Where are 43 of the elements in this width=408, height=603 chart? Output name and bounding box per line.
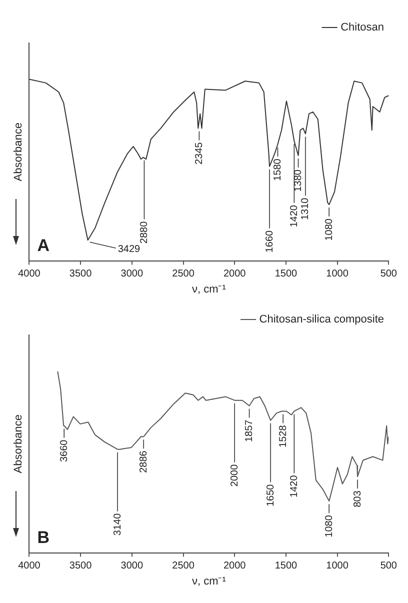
annotation: 1857 xyxy=(244,419,256,442)
annotation: 1380 xyxy=(293,169,304,192)
annotation: 1660 xyxy=(264,230,276,253)
annotation: 3140 xyxy=(112,512,124,536)
x-tick-label: 4000 xyxy=(18,560,41,572)
y-axis-title: Absorbance xyxy=(12,414,25,474)
legend-label: Chitosan xyxy=(340,22,384,34)
x-tick-label: 500 xyxy=(380,560,398,572)
annotation: 1080 xyxy=(324,514,335,538)
annotation: B xyxy=(37,528,50,547)
x-tick-label: 4000 xyxy=(18,268,41,280)
annotation: 1310 xyxy=(300,197,312,220)
annotation: 3429 xyxy=(118,244,141,255)
annotation: 1580 xyxy=(272,158,284,181)
x-tick-label: 3000 xyxy=(120,560,144,572)
annotation: 1080 xyxy=(324,218,335,241)
x-tick-label: 3500 xyxy=(69,560,92,572)
annotation: 1420 xyxy=(288,474,300,498)
x-tick-label: 2000 xyxy=(223,560,246,572)
x-axis-title: ν, cm⁻¹ xyxy=(192,575,226,588)
x-tick-label: 1500 xyxy=(274,268,298,280)
annotation: 2345 xyxy=(194,142,205,165)
annotation: 2880 xyxy=(138,220,150,244)
x-axis-title: ν, cm⁻¹ xyxy=(192,283,226,296)
x-tick-label: 1000 xyxy=(326,560,349,572)
x-tick-label: 3500 xyxy=(69,268,92,280)
legend-label: Chitosan-silica composite xyxy=(259,314,384,326)
annotation: 803 xyxy=(352,490,364,508)
annotation: 2886 xyxy=(138,450,150,473)
annotation: 3660 xyxy=(58,439,70,462)
x-tick-label: 2500 xyxy=(172,560,195,572)
x-tick-label: 2000 xyxy=(223,268,246,280)
annotation: 1420 xyxy=(288,204,300,228)
annotation: 2000 xyxy=(229,464,240,487)
x-tick-label: 500 xyxy=(380,268,398,280)
x-tick-label: 2500 xyxy=(172,268,195,280)
annotation: 1650 xyxy=(265,484,276,507)
annotation: 1528 xyxy=(278,424,289,448)
x-tick-label: 1000 xyxy=(326,268,349,280)
x-tick-label: 1500 xyxy=(274,560,298,572)
annotation: A xyxy=(37,236,50,255)
x-tick-label: 3000 xyxy=(120,268,144,280)
y-axis-title: Absorbance xyxy=(12,122,25,182)
